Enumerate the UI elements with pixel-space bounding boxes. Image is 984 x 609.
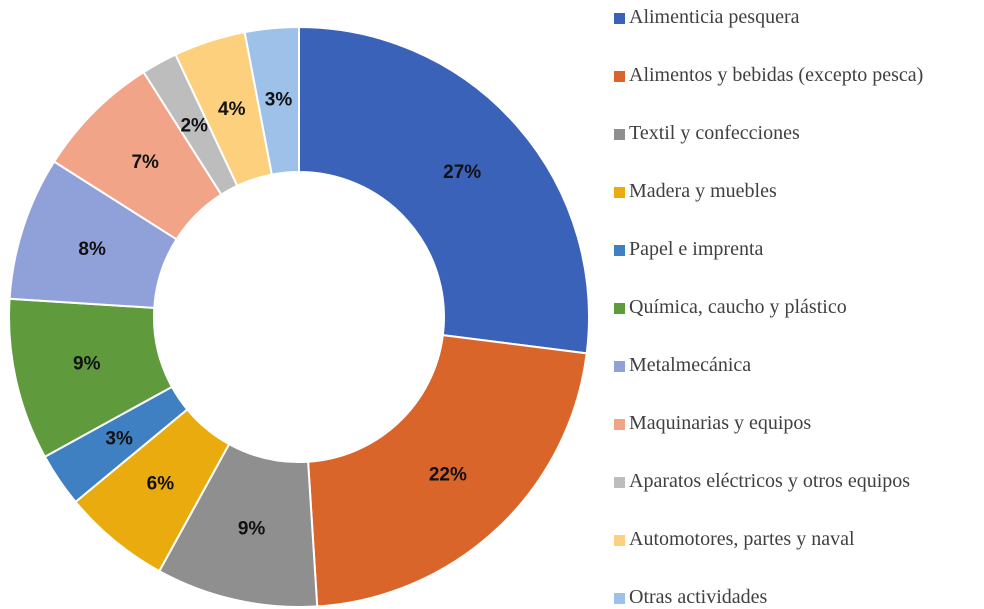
legend-label: Alimenticia pesquera bbox=[629, 6, 800, 28]
data-label: 3% bbox=[105, 428, 133, 449]
data-label: 2% bbox=[180, 115, 208, 136]
legend-swatch bbox=[614, 187, 625, 198]
data-label: 22% bbox=[429, 465, 467, 486]
legend-swatch bbox=[614, 535, 625, 546]
legend-label: Maquinarias y equipos bbox=[629, 412, 812, 434]
legend-item: Aparatos eléctricos y otros equipos bbox=[614, 470, 974, 493]
legend-swatch bbox=[614, 71, 625, 82]
legend-swatch bbox=[614, 419, 625, 430]
legend-swatch bbox=[614, 303, 625, 314]
legend-item: Alimentos y bebidas (excepto pesca) bbox=[614, 64, 974, 87]
data-label: 7% bbox=[131, 152, 159, 173]
legend-swatch bbox=[614, 129, 625, 140]
data-label: 9% bbox=[73, 353, 101, 374]
donut-slice bbox=[243, 25, 300, 176]
legend-label: Alimentos y bebidas (excepto pesca) bbox=[629, 64, 924, 86]
legend-label: Química, caucho y plástico bbox=[629, 296, 847, 318]
legend-label: Metalmecánica bbox=[629, 354, 752, 376]
data-label: 8% bbox=[78, 239, 106, 260]
legend-label: Otras actividades bbox=[629, 586, 768, 608]
legend-item: Automotores, partes y naval bbox=[614, 528, 974, 551]
legend-item: Papel e imprenta bbox=[614, 238, 974, 261]
legend-item: Alimenticia pesquera bbox=[614, 6, 974, 29]
legend-item: Otras actividades bbox=[614, 586, 974, 609]
data-label: 9% bbox=[238, 518, 266, 539]
chart: 27% 22% 9% 6% 3% 9% 8% 7% 2% 4% 3% bbox=[8, 25, 590, 606]
legend-swatch bbox=[614, 361, 625, 372]
legend-item: Metalmecánica bbox=[614, 354, 974, 377]
legend-swatch bbox=[614, 593, 625, 604]
legend-label: Textil y confecciones bbox=[629, 122, 800, 144]
data-label: 4% bbox=[218, 99, 246, 120]
legend-swatch bbox=[614, 245, 625, 256]
legend-item: Maquinarias y equipos bbox=[614, 412, 974, 435]
data-label: 27% bbox=[443, 162, 481, 183]
data-label: 3% bbox=[265, 89, 293, 110]
legend-item: Textil y confecciones bbox=[614, 122, 974, 145]
donut-slice bbox=[298, 25, 590, 355]
donut-slice bbox=[307, 334, 588, 606]
legend-label: Madera y muebles bbox=[629, 180, 777, 202]
legend-item: Madera y muebles bbox=[614, 180, 974, 203]
legend-swatch bbox=[614, 477, 625, 488]
legend-swatch bbox=[614, 13, 625, 24]
data-label: 6% bbox=[147, 474, 175, 495]
legend-item: Química, caucho y plástico bbox=[614, 296, 974, 319]
legend-label: Papel e imprenta bbox=[629, 238, 764, 260]
legend-label: Automotores, partes y naval bbox=[629, 528, 855, 550]
legend-label: Aparatos eléctricos y otros equipos bbox=[629, 470, 911, 492]
